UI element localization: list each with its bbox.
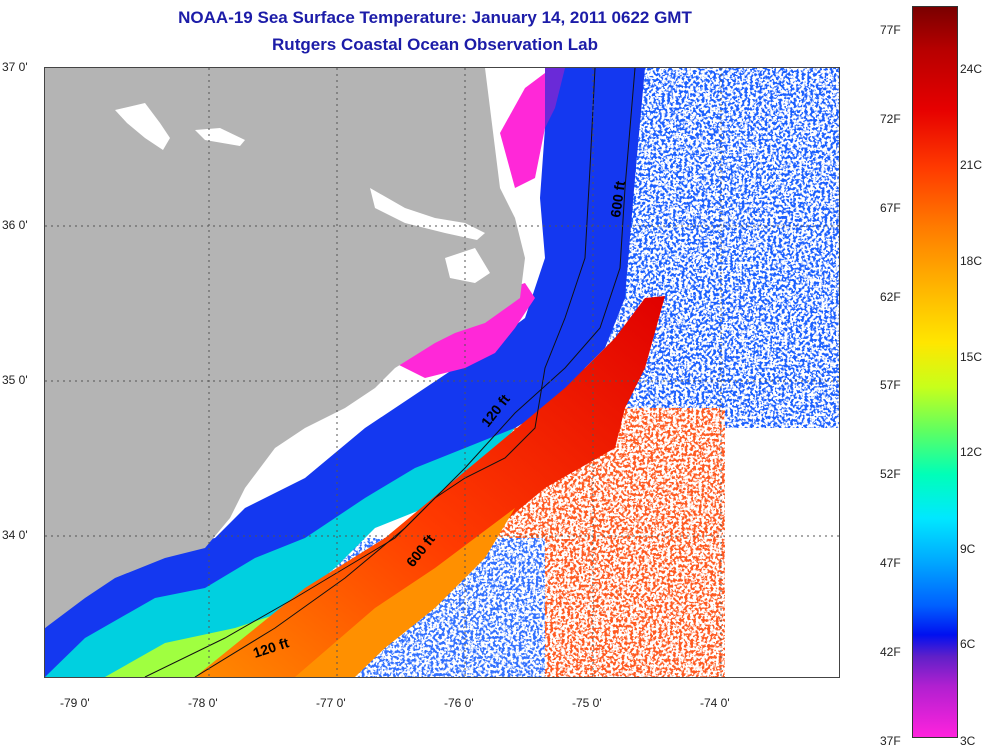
colorbar-f-label: 47F [880, 556, 901, 570]
lon-label: -78 0' [188, 696, 218, 710]
colorbar-c-label: 12C [960, 445, 983, 459]
lon-label: -75 0' [572, 696, 602, 710]
lon-label: -77 0' [316, 696, 346, 710]
colorbar-c-label: 9C [960, 542, 976, 556]
colorbar-f-label: 52F [880, 467, 901, 481]
lat-label: 34 0' [2, 528, 28, 542]
lon-label: -76 0' [444, 696, 474, 710]
colorbar-c-label: 18C [960, 254, 983, 268]
lat-label: 37 0' [2, 60, 28, 74]
sst-map-graphic: 600 ft 120 ft 600 ft 120 ft [45, 68, 839, 677]
temperature-colorbar [912, 6, 958, 738]
colorbar-f-label: 57F [880, 378, 901, 392]
colorbar-f-label: 37F [880, 734, 901, 748]
colorbar-c-label: 24C [960, 62, 983, 76]
map-subtitle: Rutgers Coastal Ocean Observation Lab [272, 35, 598, 54]
map-title: NOAA-19 Sea Surface Temperature: January… [178, 8, 692, 27]
colorbar-f-label: 62F [880, 290, 901, 304]
lon-label: -79 0' [60, 696, 90, 710]
colorbar-f-label: 42F [880, 645, 901, 659]
colorbar-c-label: 15C [960, 350, 983, 364]
colorbar-c-label: 21C [960, 158, 983, 172]
lon-label: -74 0' [700, 696, 730, 710]
colorbar-c-label: 6C [960, 637, 976, 651]
colorbar-f-label: 72F [880, 112, 901, 126]
colorbar-f-label: 77F [880, 23, 901, 37]
contour-label: 600 ft [607, 180, 628, 219]
sst-map: 600 ft 120 ft 600 ft 120 ft [44, 67, 840, 678]
lat-label: 35 0' [2, 373, 28, 387]
lat-label: 36 0' [2, 218, 28, 232]
colorbar-c-label: 3C [960, 734, 976, 748]
colorbar-f-label: 67F [880, 201, 901, 215]
